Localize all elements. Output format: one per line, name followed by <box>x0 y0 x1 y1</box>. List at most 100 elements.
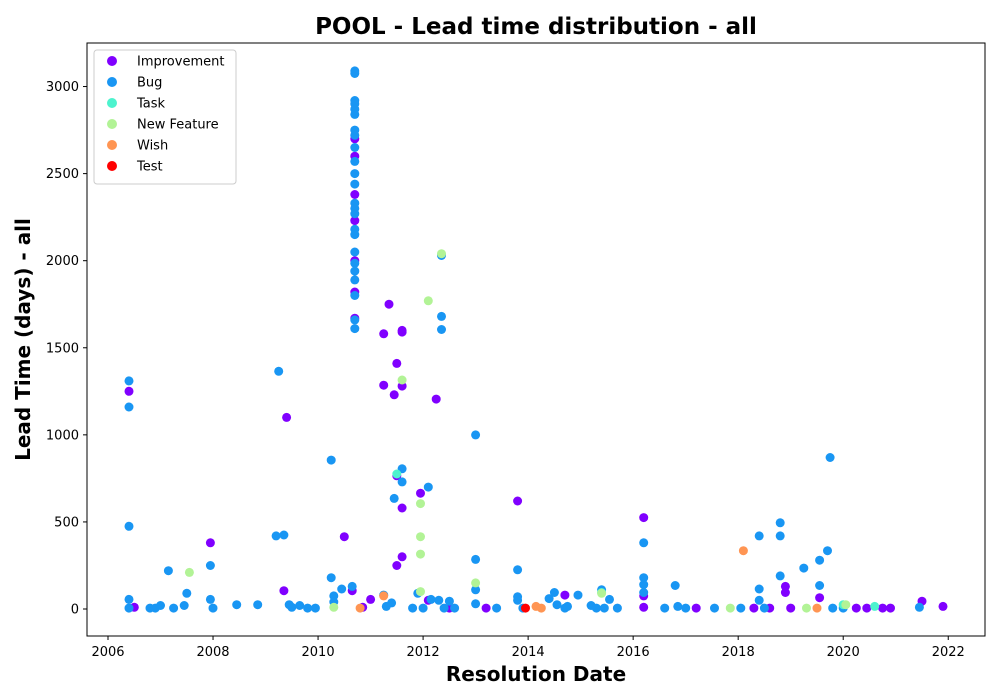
y-tick-label: 1000 <box>46 428 79 443</box>
data-point <box>639 573 649 583</box>
x-tick-label: 2018 <box>722 645 755 660</box>
x-tick-label: 2012 <box>407 645 440 660</box>
data-point <box>437 325 446 334</box>
data-point <box>597 588 607 598</box>
data-point <box>815 581 825 590</box>
data-point <box>253 600 263 610</box>
data-point <box>350 169 360 179</box>
data-point <box>799 563 809 573</box>
y-tick-label: 2500 <box>46 167 79 182</box>
data-point <box>612 603 622 613</box>
data-point <box>591 603 601 613</box>
y-tick-label: 3000 <box>46 80 79 95</box>
data-point <box>274 366 284 376</box>
data-point <box>182 588 192 598</box>
data-point <box>605 594 614 604</box>
legend-label: Wish <box>137 139 168 154</box>
data-point <box>408 603 418 613</box>
data-point <box>310 603 320 613</box>
data-point <box>775 531 785 541</box>
data-point <box>397 375 407 385</box>
data-point <box>416 488 425 498</box>
data-point <box>549 588 559 597</box>
data-point <box>870 601 880 611</box>
data-point <box>205 594 215 604</box>
data-point <box>521 603 530 613</box>
legend-marker <box>107 119 117 129</box>
data-point <box>339 532 349 542</box>
data-point <box>124 521 134 531</box>
data-point <box>350 109 360 119</box>
data-point <box>736 603 746 613</box>
data-point <box>450 603 460 613</box>
data-point <box>725 603 735 613</box>
data-point <box>749 603 759 613</box>
series-bug <box>124 66 924 613</box>
legend-box <box>93 49 237 185</box>
data-point <box>563 601 572 611</box>
y-tick-label: 0 <box>71 603 79 618</box>
data-point <box>754 584 764 594</box>
data-point <box>754 595 764 605</box>
x-axis: 2006 2008 2010 2012 2014 2016 2018 2020 2022 <box>91 636 965 660</box>
series-test <box>521 603 530 613</box>
data-point <box>639 588 649 597</box>
data-point <box>759 603 769 613</box>
data-point <box>124 603 134 613</box>
data-point <box>681 603 691 613</box>
series-wish <box>355 546 822 613</box>
data-point <box>573 590 583 600</box>
data-point <box>780 588 790 597</box>
data-point <box>639 602 649 612</box>
data-point <box>418 603 428 613</box>
data-point <box>350 190 360 199</box>
data-point <box>878 603 888 613</box>
data-point <box>471 585 481 595</box>
data-point <box>326 455 336 465</box>
legend-marker <box>107 98 117 108</box>
data-point <box>350 156 360 166</box>
legend-label: Improvement <box>137 55 224 70</box>
plot-frame <box>86 42 986 637</box>
data-point <box>163 566 173 576</box>
data-point <box>379 329 389 339</box>
data-point <box>397 552 407 562</box>
data-point <box>544 594 554 604</box>
data-point <box>208 603 218 613</box>
data-point <box>350 266 360 276</box>
data-point <box>471 599 481 609</box>
y-tick-label: 2000 <box>46 254 79 269</box>
data-point <box>387 598 397 608</box>
legend-item: Test <box>107 160 163 175</box>
x-tick-label: 2008 <box>196 645 229 660</box>
data-point <box>337 584 347 594</box>
data-point <box>350 324 360 334</box>
data-point <box>350 315 360 325</box>
data-point <box>639 580 649 590</box>
data-point <box>439 603 449 613</box>
data-point <box>124 402 134 412</box>
data-point <box>710 603 719 613</box>
data-point <box>350 69 360 78</box>
series-improvement <box>124 134 948 613</box>
x-tick-label: 2022 <box>932 645 965 660</box>
data-point <box>492 603 502 613</box>
data-point <box>513 595 523 605</box>
data-point <box>184 567 194 577</box>
data-point <box>552 600 562 610</box>
legend-marker <box>107 56 117 66</box>
legend-item: Wish <box>107 139 168 154</box>
data-point <box>347 581 357 591</box>
data-point <box>423 296 433 306</box>
data-point <box>738 546 748 556</box>
data-point <box>426 594 436 604</box>
data-point <box>431 394 441 404</box>
data-point <box>287 602 297 612</box>
data-point <box>886 603 895 613</box>
data-point <box>350 130 360 140</box>
y-axis: 0 500 1000 1500 2000 2500 3000 <box>46 80 87 618</box>
data-point <box>397 325 407 335</box>
data-point <box>660 603 670 613</box>
series-task <box>392 469 880 611</box>
